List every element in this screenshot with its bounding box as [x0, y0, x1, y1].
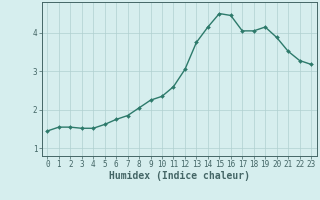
- X-axis label: Humidex (Indice chaleur): Humidex (Indice chaleur): [109, 171, 250, 181]
